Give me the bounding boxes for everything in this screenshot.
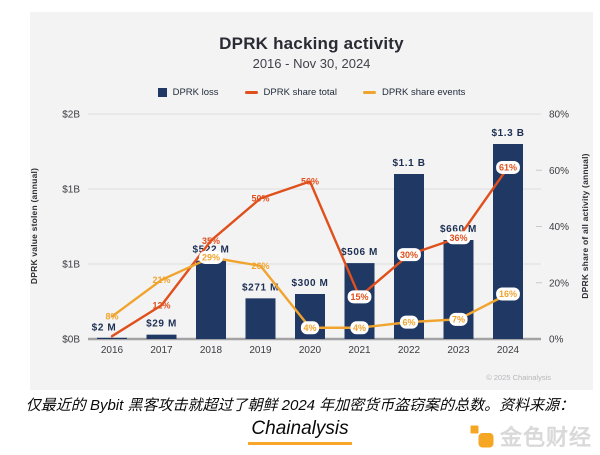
jinse-watermark: 金色财经	[469, 420, 592, 452]
chart-title: DPRK hacking activity	[219, 34, 404, 53]
line-swatch-icon	[362, 90, 376, 95]
caption-source: Chainalysis	[0, 418, 600, 445]
bar-swatch-icon	[157, 88, 167, 97]
chart-legend: DPRK loss DPRK share total DPRK share ev…	[30, 87, 593, 98]
jinse-logo-icon	[470, 425, 494, 448]
legend-label-share-events: DPRK share events	[381, 87, 466, 98]
caption-text: 仅最近的 Bybit 黑客攻击就超过了朝鲜 2024 年加密货币盗窃案的总数。资…	[25, 397, 575, 414]
legend-item-dprk-loss: DPRK loss	[157, 87, 219, 98]
legend-label-dprk-loss: DPRK loss	[172, 87, 219, 98]
chainalysis-link[interactable]: Chainalysis	[248, 418, 352, 445]
jinse-brand-text: 金色财经	[499, 425, 592, 450]
line-swatch-icon	[244, 90, 258, 95]
chart-subtitle: 2016 - Nov 30, 2024	[252, 56, 371, 71]
legend-item-share-events: DPRK share events	[362, 87, 466, 98]
legend-label-share-total: DPRK share total	[263, 87, 337, 98]
legend-item-share-total: DPRK share total	[244, 87, 337, 98]
